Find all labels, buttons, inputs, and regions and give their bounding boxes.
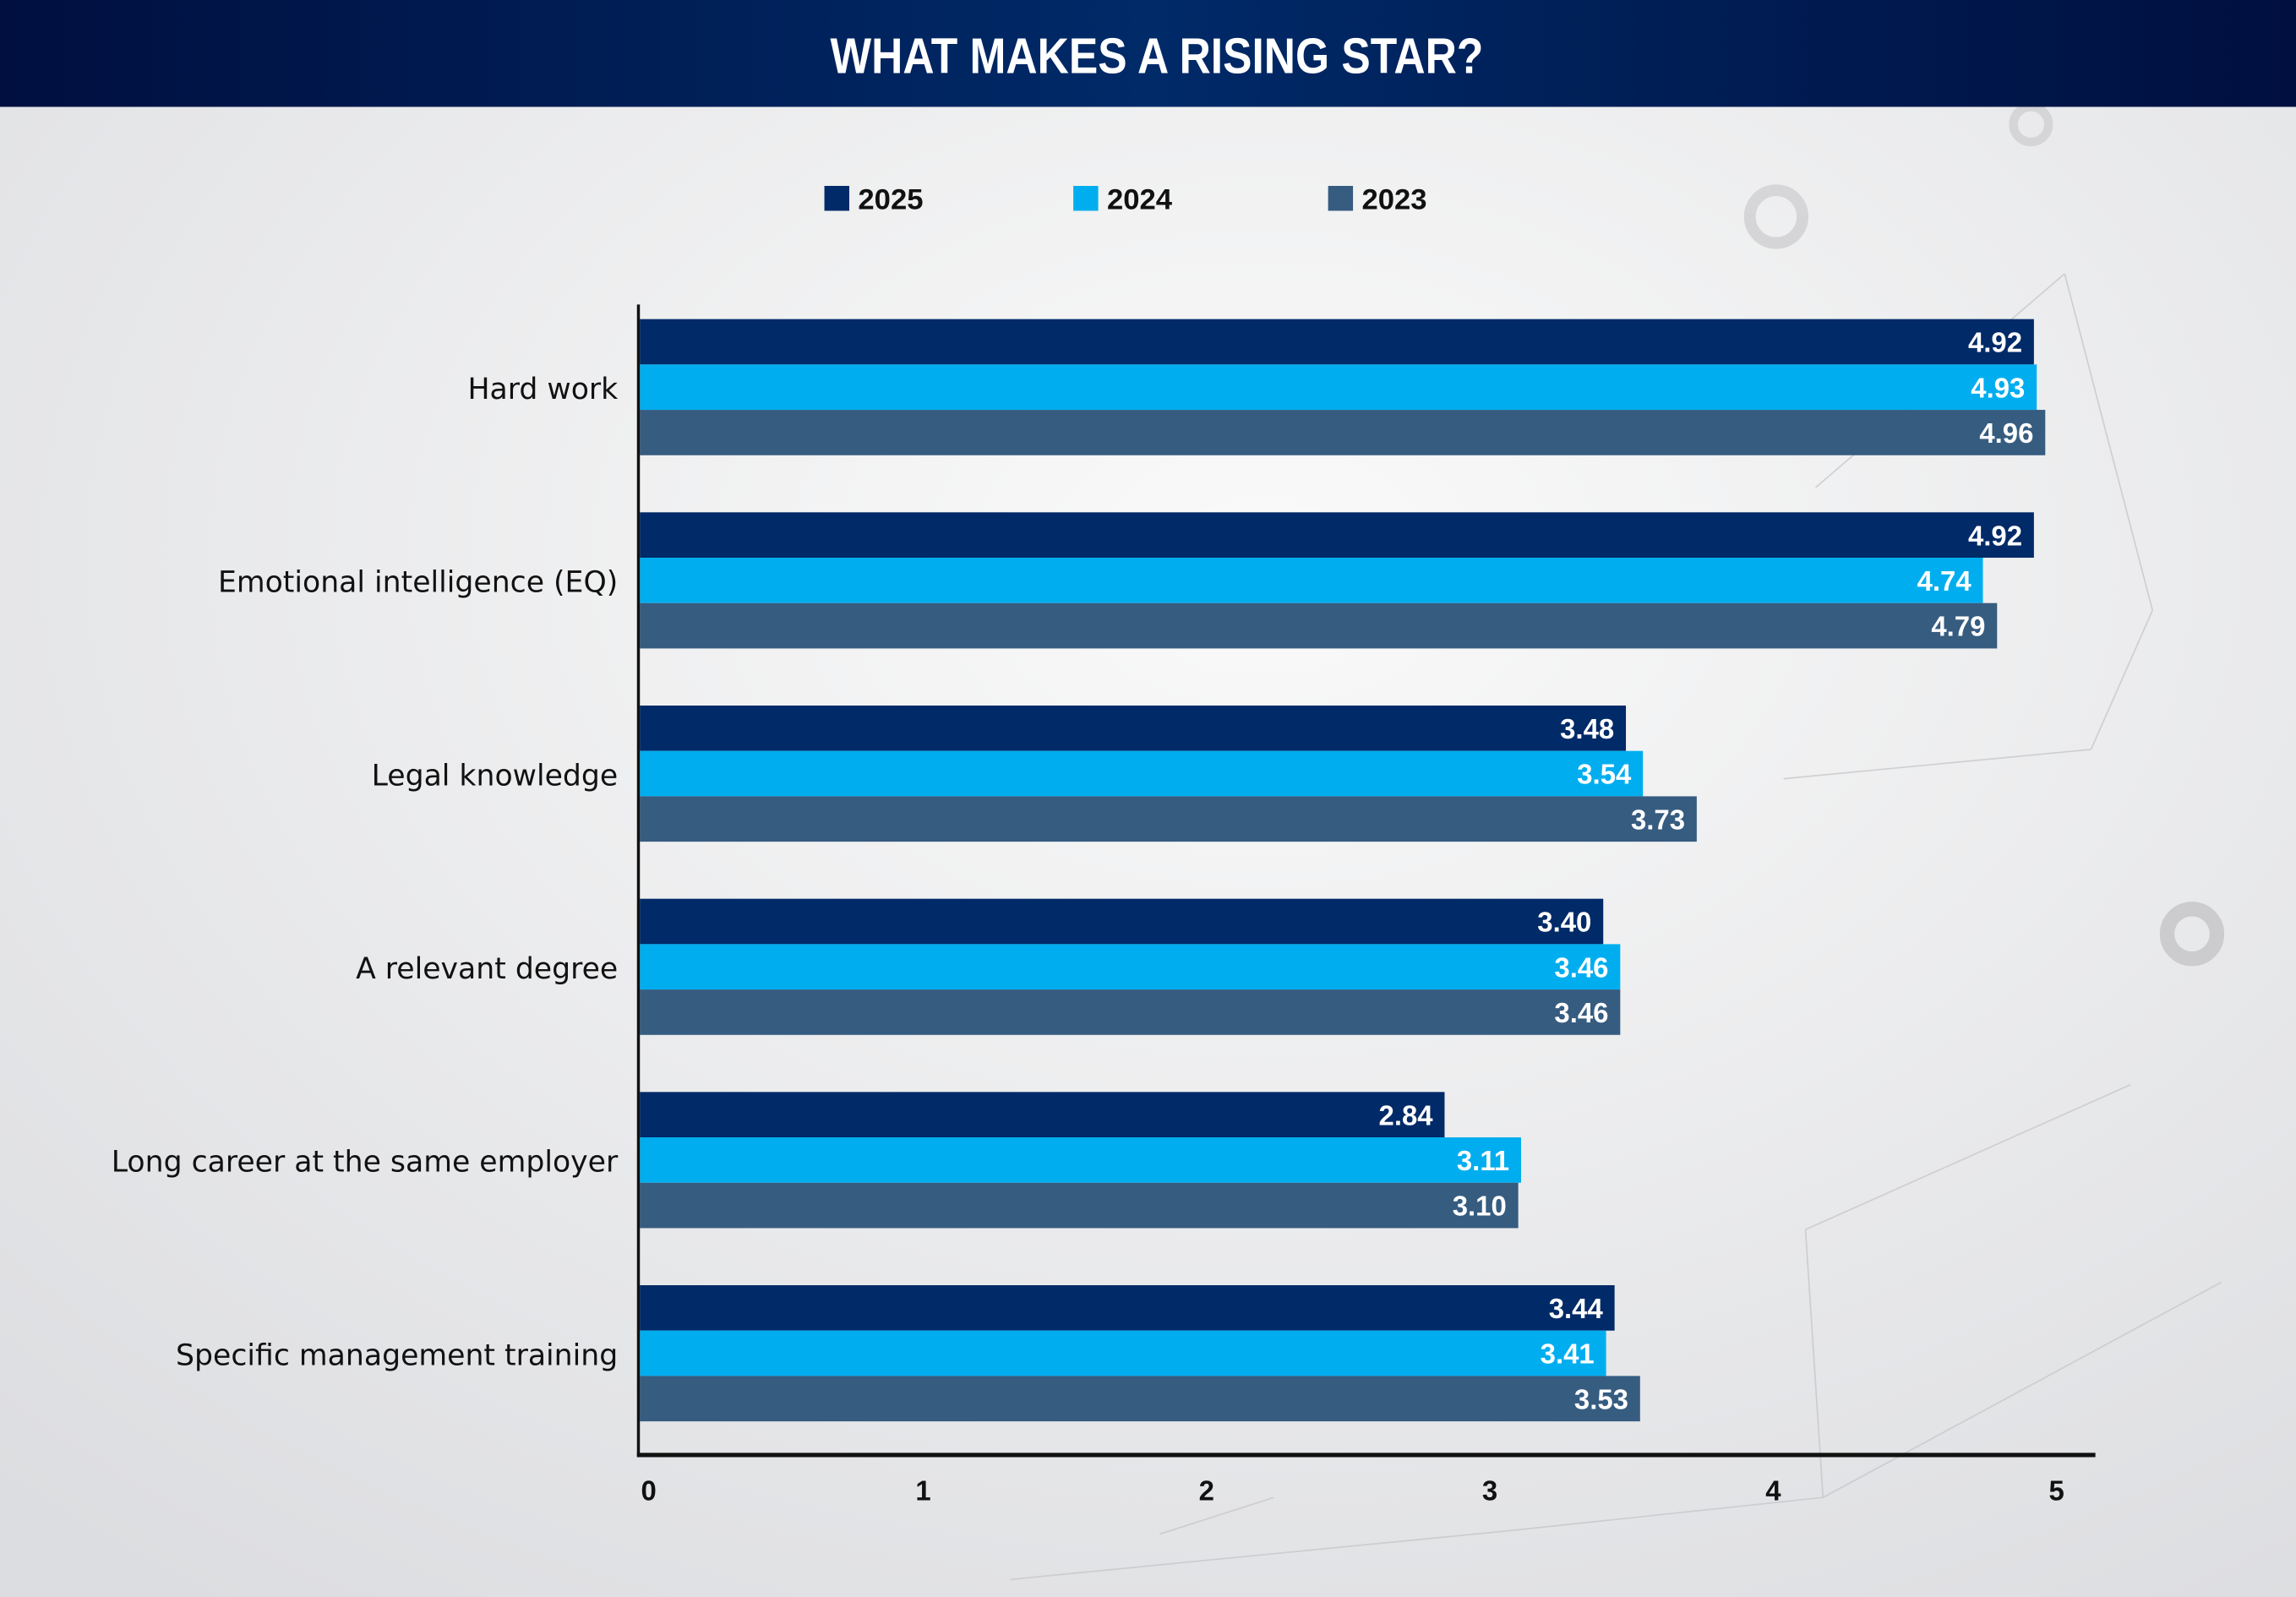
bar-2024: [640, 558, 1983, 603]
chart-title: WHAT MAKES A RISING STAR?: [830, 30, 1483, 84]
bar-value-label: 4.92: [1968, 520, 2022, 551]
legend-swatch-2023: [1328, 186, 1354, 211]
legend-swatch-2024: [1073, 186, 1099, 211]
bar-value-label: 3.41: [1541, 1338, 1595, 1370]
bar-2025: [640, 319, 2034, 365]
category-label: Specific management training: [176, 1338, 618, 1372]
bar-value-label: 4.92: [1968, 327, 2022, 358]
x-axis-ticks: 0 1 2 3 4 5: [641, 1475, 2064, 1507]
category-label: Legal knowledge: [372, 759, 619, 793]
bar-2023: [640, 1376, 1640, 1422]
category-label: Emotional intelligence (EQ): [218, 566, 618, 600]
bar-2025: [640, 705, 1627, 751]
legend-label-2024: 2024: [1107, 184, 1173, 216]
bar-value-label: 4.96: [1979, 417, 2033, 449]
bar-2024: [640, 750, 1644, 797]
legend-label-2025: 2025: [858, 184, 923, 216]
x-tick-label: 0: [641, 1475, 656, 1507]
bar-2024: [640, 364, 2037, 411]
x-tick-label: 2: [1199, 1475, 1214, 1507]
bar-value-label: 4.74: [1917, 565, 1972, 597]
bar-2023: [640, 602, 1998, 649]
header-bar: [0, 0, 2296, 107]
category-labels: Hard work Emotional intelligence (EQ) Lega…: [112, 373, 619, 1372]
bar-value-label: 3.44: [1549, 1293, 1604, 1324]
bar-2024: [640, 1137, 1521, 1183]
bar-2025: [640, 898, 1604, 945]
bar-2023: [640, 410, 2046, 455]
bar-value-label: 4.93: [1971, 372, 2025, 403]
bar-value-label: 3.54: [1577, 759, 1632, 790]
x-tick-label: 3: [1482, 1475, 1497, 1507]
bar-value-label: 3.46: [1554, 951, 1608, 983]
x-tick-label: 5: [2049, 1475, 2064, 1507]
bars: 4.92 4.93 4.96 4.92 4.74 4.79 3.48 3.54 3.73 3.40…: [640, 319, 2046, 1422]
bar-2023: [640, 1182, 1519, 1229]
bar-value-label: 4.79: [1931, 611, 1985, 642]
category-label: Long career at the same employer: [112, 1146, 619, 1180]
bar-2024: [640, 944, 1621, 990]
bar-2025: [640, 512, 2034, 559]
bar-2025: [640, 1092, 1445, 1138]
bar-value-label: 3.11: [1457, 1145, 1509, 1176]
legend: 2025 2024 2023: [824, 184, 1427, 216]
category-label: A relevant degree: [356, 952, 618, 986]
category-label: Hard work: [467, 373, 618, 406]
bar-value-label: 3.40: [1537, 907, 1591, 938]
bar-2023: [640, 989, 1621, 1035]
bar-value-label: 2.84: [1379, 1099, 1434, 1131]
legend-label-2023: 2023: [1361, 184, 1426, 216]
x-tick-label: 1: [915, 1475, 930, 1507]
bar-2023: [640, 796, 1697, 842]
bar-value-label: 3.73: [1631, 804, 1685, 835]
bar-value-label: 3.53: [1574, 1383, 1628, 1414]
bar-value-label: 3.46: [1554, 997, 1608, 1028]
x-tick-label: 4: [1765, 1475, 1781, 1507]
bar-2024: [640, 1330, 1606, 1376]
legend-swatch-2025: [824, 186, 850, 211]
bar-value-label: 3.10: [1453, 1191, 1507, 1222]
bar-value-label: 3.48: [1560, 713, 1614, 744]
bar-2025: [640, 1285, 1615, 1331]
